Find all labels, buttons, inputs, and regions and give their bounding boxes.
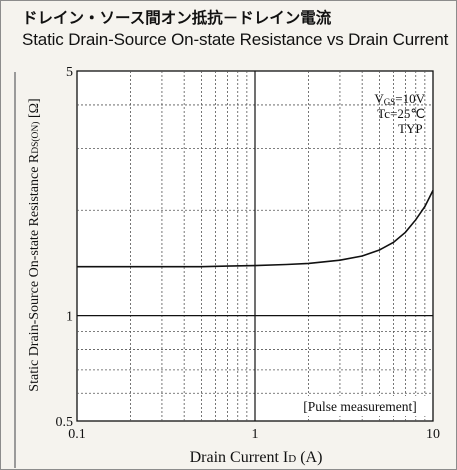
y-tick-label: 5 <box>66 65 73 80</box>
series-layer <box>77 190 434 268</box>
pulse-note: [Pulse measurement] <box>303 399 417 414</box>
x-tick-label: 1 <box>252 427 259 442</box>
major-gridlines <box>77 71 433 421</box>
y-tick-label: 1 <box>66 310 73 325</box>
chart-title-en: Static Drain-Source On-state Resistance … <box>22 30 449 49</box>
x-tick-label: 10 <box>426 427 440 442</box>
tc-annotation: Tc=25℃ <box>377 106 425 121</box>
left-border-rule <box>14 72 16 468</box>
chart-title-jp: ドレイン・ソース間オン抵抗－ドレイン電流 <box>22 9 332 27</box>
typ-annotation: TYP <box>398 121 423 136</box>
x-tick-label: 0.1 <box>68 427 86 442</box>
y-axis-title: Static Drain-Source On-state Resistance … <box>27 98 42 391</box>
tick-labels: 0.1 1 10 0.5 1 5 <box>56 65 441 442</box>
pulse-note-box <box>293 396 426 416</box>
vgs-annotation: VGS=10V <box>374 91 425 107</box>
y-tick-label: 0.5 <box>56 415 74 430</box>
series-line <box>77 190 434 268</box>
x-axis-title: Drain Current ID (A) <box>190 449 323 466</box>
